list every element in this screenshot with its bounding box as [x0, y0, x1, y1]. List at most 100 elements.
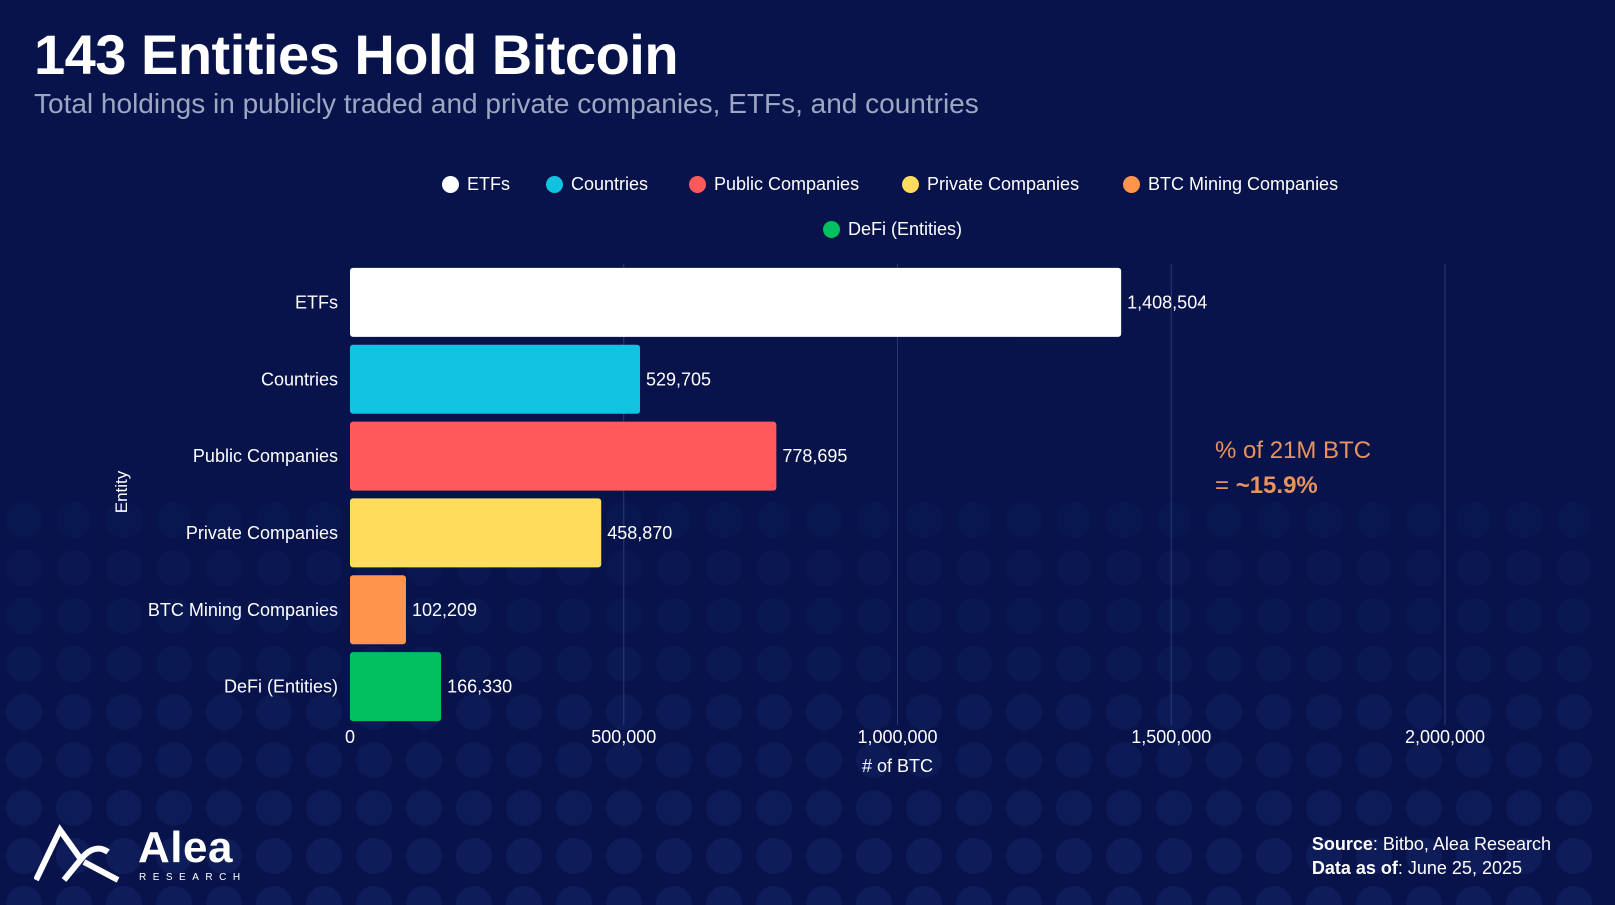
bg-dot	[756, 550, 792, 586]
bg-dot	[1206, 550, 1242, 586]
legend-dot-private-companies-icon	[902, 176, 919, 193]
bg-dot	[1156, 502, 1192, 538]
bg-dot	[256, 790, 292, 826]
bg-dot	[1156, 646, 1192, 682]
bg-dot	[1106, 598, 1142, 634]
bg-dot	[906, 502, 942, 538]
bg-dot	[456, 838, 492, 874]
bar-0	[350, 267, 1122, 337]
bg-dot	[606, 790, 642, 826]
bg-dot	[106, 598, 142, 634]
bg-dot	[1556, 502, 1592, 538]
bg-dot	[656, 838, 692, 874]
y-tick-label: Countries	[261, 369, 338, 389]
bg-dot	[706, 502, 742, 538]
bg-dot	[956, 598, 992, 634]
bg-dot	[56, 598, 92, 634]
brand-name: Alea	[138, 823, 233, 872]
bg-dot	[1456, 598, 1492, 634]
bg-dot	[1406, 502, 1442, 538]
bg-dot	[906, 694, 942, 730]
bg-dot	[1506, 550, 1542, 586]
bg-dot	[1356, 838, 1392, 874]
bg-dot	[906, 790, 942, 826]
bar-value-label: 102,209	[412, 600, 477, 620]
x-tick-label: 500,000	[591, 727, 656, 747]
bg-dot	[356, 742, 392, 778]
bg-dot	[806, 646, 842, 682]
bg-dot	[506, 598, 542, 634]
legend-label: Countries	[571, 174, 649, 194]
bg-dot	[256, 502, 292, 538]
bg-dot	[706, 646, 742, 682]
bg-dot	[756, 742, 792, 778]
bg-dot	[1306, 838, 1342, 874]
bg-dot	[806, 502, 842, 538]
bg-dot	[1106, 790, 1142, 826]
bg-dot	[1556, 838, 1592, 874]
bg-dot	[156, 742, 192, 778]
bg-dot	[1156, 550, 1192, 586]
bg-dot	[256, 694, 292, 730]
bg-dot	[1456, 790, 1492, 826]
bg-dot	[156, 838, 192, 874]
bg-dot	[806, 886, 842, 905]
bg-dot	[1556, 694, 1592, 730]
bg-dot	[556, 646, 592, 682]
bg-dot	[206, 646, 242, 682]
bg-dot	[1006, 790, 1042, 826]
bg-dot	[1206, 502, 1242, 538]
footer-source: Source: Bitbo, Alea Research Data as of:…	[1312, 832, 1551, 880]
bg-dot	[406, 598, 442, 634]
bg-dot	[456, 886, 492, 905]
bg-dot	[1556, 742, 1592, 778]
bg-dot	[306, 838, 342, 874]
bg-dot	[1306, 646, 1342, 682]
bg-dot	[756, 646, 792, 682]
bar-value-label: 778,695	[782, 446, 847, 466]
bg-dot	[906, 886, 942, 905]
bg-dot	[206, 550, 242, 586]
bg-dot	[606, 886, 642, 905]
bg-dot	[956, 886, 992, 905]
y-tick-label: Public Companies	[193, 446, 338, 466]
bg-dot	[1556, 790, 1592, 826]
bg-dot	[556, 694, 592, 730]
x-tick-label: 1,000,000	[857, 727, 937, 747]
bg-dot	[1206, 598, 1242, 634]
bg-dot	[1506, 502, 1542, 538]
bg-dot	[556, 886, 592, 905]
bg-dot	[656, 694, 692, 730]
bg-dot	[1306, 694, 1342, 730]
alea-mark-icon	[33, 824, 120, 883]
bg-dot	[56, 694, 92, 730]
bg-dot	[1106, 550, 1142, 586]
bg-dot	[1156, 838, 1192, 874]
bg-dot	[806, 790, 842, 826]
y-tick-label: ETFs	[295, 292, 338, 312]
legend-label: Public Companies	[714, 174, 860, 194]
bg-dot	[306, 646, 342, 682]
bg-dot	[356, 790, 392, 826]
bar-5	[350, 652, 442, 722]
bg-dot	[1506, 790, 1542, 826]
bg-dot	[606, 742, 642, 778]
source-line: Source: Bitbo, Alea Research	[1312, 832, 1551, 856]
bg-dot	[506, 886, 542, 905]
bg-dot	[556, 598, 592, 634]
bg-dot	[1206, 694, 1242, 730]
bar-2	[350, 421, 777, 491]
bg-dot	[656, 742, 692, 778]
bg-dot	[1106, 886, 1142, 905]
bg-dot	[156, 790, 192, 826]
source-value: : Bitbo, Alea Research	[1372, 834, 1551, 854]
bg-dot	[856, 550, 892, 586]
bg-dot	[56, 742, 92, 778]
bg-dot	[506, 790, 542, 826]
bg-dot	[306, 550, 342, 586]
bg-dot	[906, 646, 942, 682]
bg-dot	[1306, 502, 1342, 538]
bg-dot	[406, 790, 442, 826]
bg-dot	[656, 550, 692, 586]
